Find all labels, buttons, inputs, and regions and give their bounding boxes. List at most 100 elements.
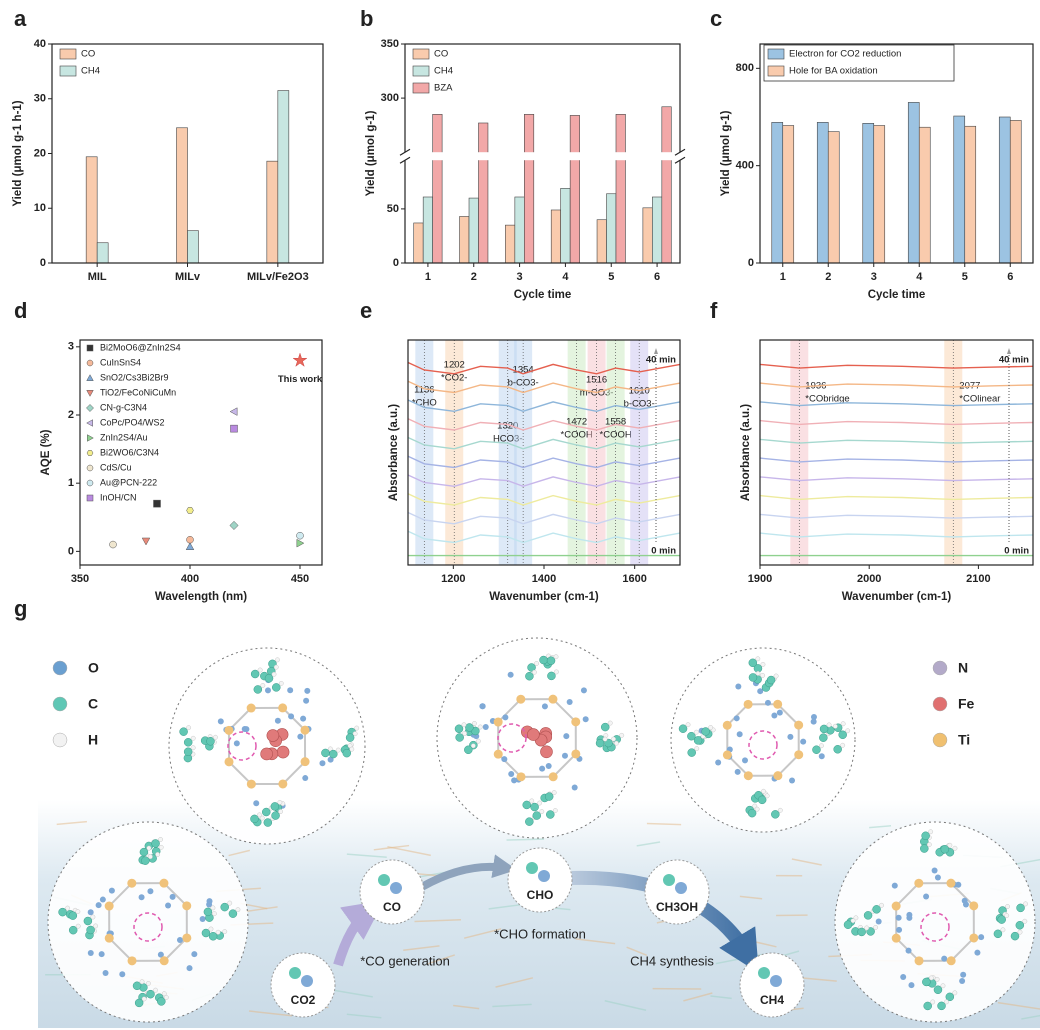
lattice (739, 895, 763, 900)
atom-h (614, 740, 619, 746)
bar (907, 102, 920, 264)
y-tick-label: 0 (748, 257, 754, 269)
legend-label: CoPc/PO4/WS2 (100, 417, 165, 427)
step-label: *CHO formation (494, 926, 586, 941)
atom-c (748, 673, 758, 682)
atom-o (253, 800, 260, 807)
y-axis-label: Yield (μmol g-1) (720, 110, 732, 196)
marker (229, 407, 238, 416)
legend-marker (87, 434, 94, 442)
atom-h (777, 807, 783, 813)
x-tick-label: MILv/Fe2O3 (247, 271, 309, 283)
bar (468, 197, 479, 264)
atom-ti (104, 933, 114, 943)
atom-h (552, 808, 558, 813)
band (606, 340, 625, 565)
atom-h (472, 721, 477, 726)
atom-o (905, 947, 912, 954)
x-tick-label: 1 (425, 271, 431, 283)
atom-o (941, 955, 948, 962)
atom-c (604, 738, 613, 748)
y-axis-label: AQE (%) (40, 429, 52, 475)
atom-h (139, 979, 145, 985)
atom-c (600, 722, 610, 732)
atom-h (227, 900, 233, 906)
adsorbate-ring (227, 731, 257, 761)
atom-ti (914, 956, 924, 966)
spectrum (759, 513, 1034, 519)
atom-fe (527, 728, 540, 741)
atom-c (757, 795, 767, 805)
species-atom (301, 975, 313, 987)
x-tick-label: 1600 (622, 573, 646, 585)
atom-h (147, 854, 153, 860)
x-tick-label: 350 (71, 573, 89, 585)
atom-c (522, 800, 531, 810)
atom-h (278, 681, 284, 686)
bar (85, 156, 98, 264)
x-tick-label: 1 (780, 271, 786, 283)
time-arrow-head (654, 348, 658, 354)
bond (950, 937, 975, 962)
atom-c (595, 738, 605, 748)
atom-o (959, 978, 966, 985)
atom-h (832, 723, 838, 729)
x-tick-label: 6 (1007, 271, 1013, 283)
atom-ti (794, 720, 804, 730)
atom-o (931, 867, 938, 874)
atom-ti (548, 772, 558, 782)
atom-c (58, 907, 67, 917)
atom-o (206, 898, 213, 905)
spectrum (407, 399, 681, 413)
atom-c (748, 658, 758, 668)
atom-h (153, 987, 158, 993)
lattice (426, 954, 456, 965)
atom-ti (548, 694, 558, 704)
species-atom (378, 874, 390, 886)
band (514, 340, 533, 565)
atom-o (895, 914, 902, 921)
atom-h (163, 995, 169, 1000)
atom-h (532, 669, 537, 675)
atom-o (304, 687, 311, 694)
atom-h (619, 732, 625, 738)
atom-c (532, 811, 542, 820)
atom-c (701, 727, 710, 736)
atom-ti (571, 717, 581, 727)
atom-h (534, 661, 539, 666)
x-tick-label: MIL (88, 271, 107, 283)
atom-h (554, 669, 559, 675)
atom-o (539, 765, 546, 772)
atom-h (210, 905, 216, 911)
atom-o (319, 760, 326, 767)
legend-label: CO (81, 49, 95, 60)
x-axis-label: Cycle time (514, 289, 572, 301)
atom-c (843, 920, 853, 929)
atom-ti (127, 878, 137, 888)
atom-h (190, 735, 196, 741)
legend-marker (86, 450, 94, 456)
panel-label: c (710, 6, 722, 31)
atom-c (345, 733, 355, 742)
atom-ti (773, 699, 783, 709)
y-tick-label: 2 (68, 409, 74, 421)
x-axis-label: Cycle time (868, 289, 926, 301)
y-tick-label: 800 (736, 62, 754, 74)
panel-label: e (360, 298, 372, 323)
species-label: CO (383, 900, 401, 914)
lattice (646, 822, 682, 826)
atom-c (530, 802, 539, 812)
spectrum (759, 382, 1034, 388)
atom-o (102, 969, 109, 976)
atom-h (235, 907, 241, 913)
atom-ti (300, 725, 310, 735)
spectrum (759, 401, 1034, 407)
marker (292, 352, 308, 367)
marker (186, 507, 194, 514)
atom-c (866, 927, 875, 936)
atom-o (960, 971, 967, 978)
species-atom (538, 870, 550, 882)
legend-atom (52, 732, 68, 748)
